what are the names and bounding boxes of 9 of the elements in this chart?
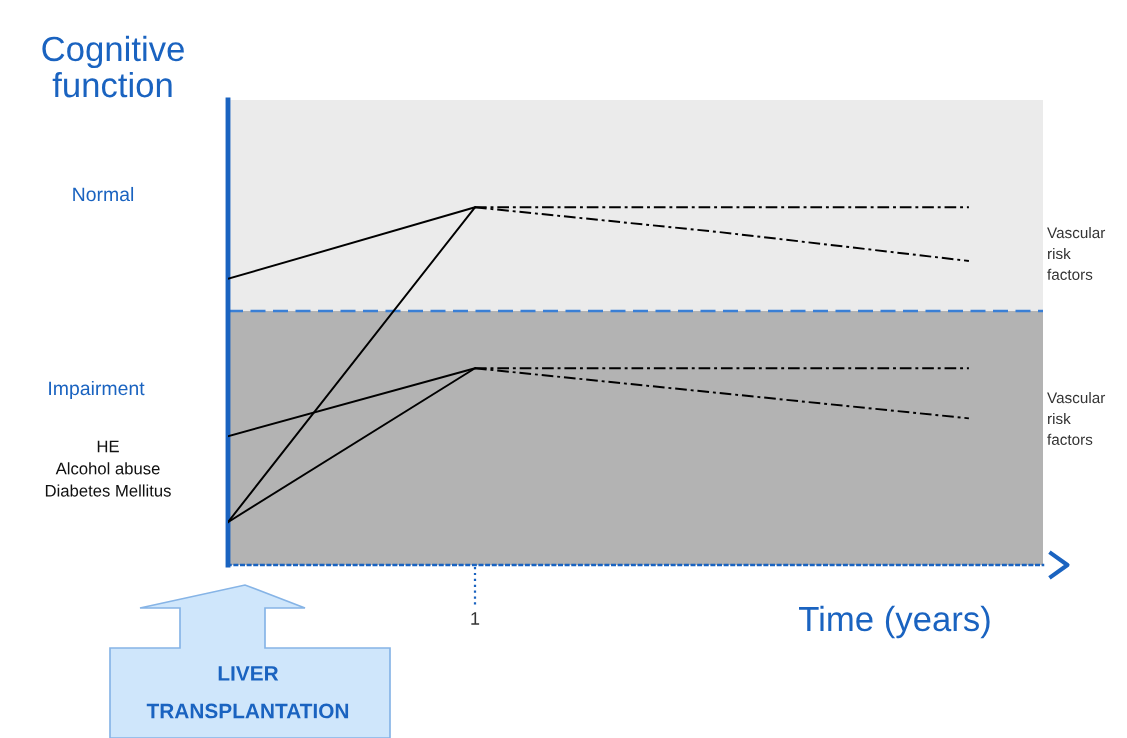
text: Vascular risk factors (1047, 391, 1106, 445)
x-axis-title: Time (years) (799, 605, 990, 639)
text: 1 (471, 612, 480, 625)
text: LIVER TRANSPLANTATION (146, 666, 349, 719)
text: Normal (73, 186, 134, 202)
text: Vascular risk factors (1047, 226, 1106, 280)
text: Impairment (49, 380, 145, 400)
text: HE Alcohol abuse Diabetes Mellitus (45, 440, 171, 497)
y-axis-title: Cognitive function (42, 35, 184, 98)
